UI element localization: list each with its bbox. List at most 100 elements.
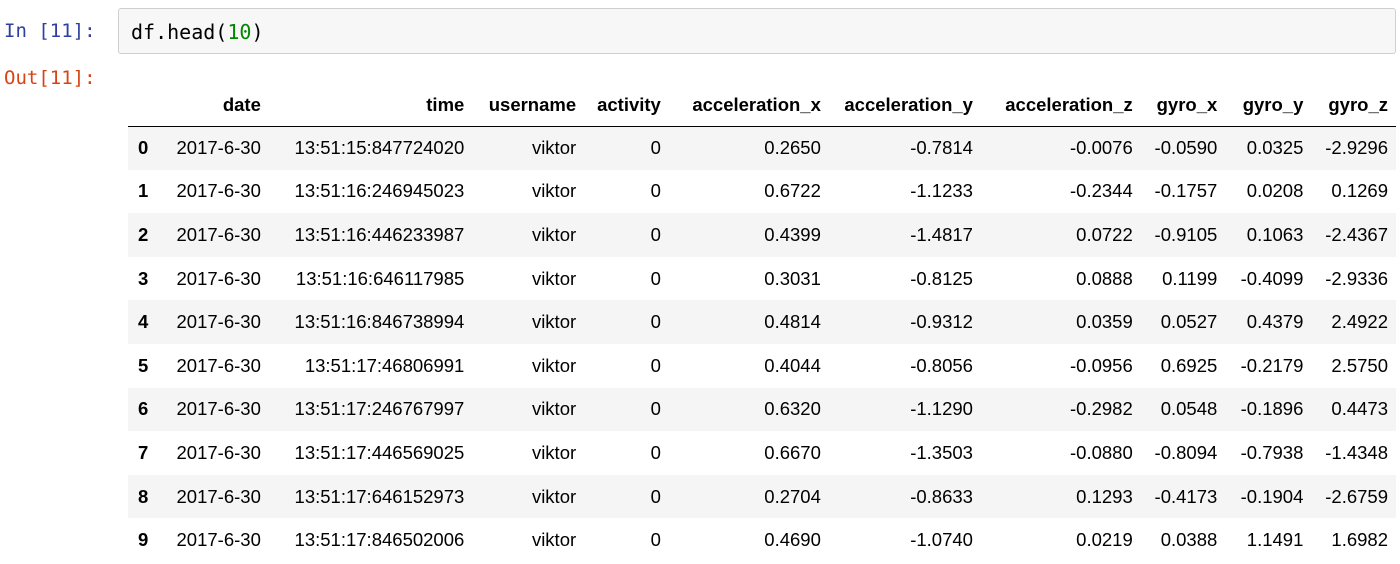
table-cell: 0.1199 [1162,267,1218,289]
dataframe-table: date time username activity acceleration_x ac… [128,84,1396,562]
table-cell: -1.4817 [910,223,973,245]
row-index: 6 [138,398,149,420]
table-cell: 2017-6-30 [176,137,261,159]
row-index: 7 [138,441,149,463]
table-cell: 13:51:16:246945023 [294,180,465,202]
row-index: 8 [138,485,149,507]
table-cell: viktor [531,354,577,376]
table-cell: 13:51:17:646152973 [294,485,465,507]
table-cell: 0.1293 [1076,485,1133,507]
table-cell: 0.0325 [1246,137,1304,159]
table-cell: -0.4173 [1154,485,1218,507]
column-header: gyro_x [1140,84,1226,127]
table-cell: 0.6925 [1160,354,1218,376]
table-row: 1 2017-6-30 13:51:16:246945023 viktor 0 0.672… [128,169,1396,214]
table-cell: 1.1491 [1246,529,1304,551]
table-cell: -1.0740 [910,529,973,551]
table-cell: 2017-6-30 [176,398,261,420]
table-cell: 0.0219 [1076,529,1133,551]
column-header: acceleration_y [828,84,981,127]
table-cell: -0.1904 [1240,485,1304,507]
table-cell: 0.4044 [764,354,821,376]
table-cell: -0.2982 [1070,398,1133,420]
table-cell: 0 [650,398,661,420]
table-cell: viktor [531,311,577,333]
table-cell: -0.9105 [1154,223,1218,245]
row-index: 4 [138,311,149,333]
table-cell: 0 [650,180,661,202]
index-header [128,84,161,127]
table-cell: -2.9296 [1325,137,1388,159]
table-cell: 1.6982 [1331,529,1388,551]
table-cell: -2.4367 [1325,223,1388,245]
table-cell: -0.2344 [1070,180,1133,202]
code-line: df.head(10) [131,20,263,44]
table-cell: 0.0722 [1076,223,1133,245]
table-cell: 0.2704 [764,485,821,507]
table-cell: 13:51:17:246767997 [294,398,465,420]
table-cell: -2.6759 [1325,485,1388,507]
table-cell: 2017-6-30 [176,354,261,376]
table-cell: 0 [650,311,661,333]
code-close-paren: ) [251,20,264,44]
table-cell: viktor [531,180,577,202]
table-cell: 0.0388 [1160,529,1218,551]
table-cell: -0.2179 [1240,354,1304,376]
table-cell: 2017-6-30 [176,223,261,245]
code-editor[interactable]: df.head(10) [118,8,1396,54]
table-cell: -1.1290 [910,398,973,420]
table-cell: viktor [531,223,577,245]
column-header: gyro_y [1225,84,1312,127]
column-header: date [160,84,269,127]
table-cell: viktor [531,137,577,159]
table-row: 7 2017-6-30 13:51:17:446569025 viktor 0 0.667… [128,431,1396,475]
table-header: date time username activity acceleration_x ac… [128,84,1396,127]
table-cell: 0.6320 [764,398,821,420]
table-cell: -1.4348 [1325,441,1388,463]
output-area: date time username activity acceleration_x ac… [128,84,1396,562]
table-cell: 0.4399 [764,223,821,245]
table-cell: 0 [650,137,661,159]
table-row: 9 2017-6-30 13:51:17:846502006 viktor 0 0.469… [128,518,1396,562]
table-cell: -1.1233 [910,180,973,202]
table-cell: 0.0359 [1076,311,1133,333]
table-cell: 13:51:17:446569025 [294,441,465,463]
table-cell: -0.8094 [1154,441,1218,463]
table-cell: 13:51:15:847724020 [294,137,465,159]
table-cell: viktor [531,529,577,551]
in-prompt: In [11]: [4,20,96,42]
table-cell: 0.4379 [1246,311,1304,333]
table-cell: 0.2650 [764,137,821,159]
column-header: acceleration_x [668,84,829,127]
table-cell: 13:51:16:646117985 [295,267,465,289]
table-cell: -0.8633 [910,485,973,507]
table-cell: 2017-6-30 [176,180,261,202]
code-argument: 10 [227,20,252,44]
table-cell: -2.9336 [1325,267,1388,289]
table-cell: 0 [650,354,661,376]
row-index: 2 [138,223,149,245]
table-cell: 0.1063 [1246,223,1304,245]
table-row: 3 2017-6-30 13:51:16:646117985 viktor 0 0.303… [128,256,1396,301]
table-cell: 0.1269 [1331,180,1388,202]
row-index: 5 [138,354,149,376]
row-index: 9 [138,529,149,551]
table-cell: -0.0880 [1070,441,1133,463]
out-prompt: Out[11]: [4,67,96,89]
input-cell: In [11]: df.head(10) [0,0,1400,60]
table-cell: 0.6722 [764,180,821,202]
table-cell: 13:51:17:846502006 [294,529,465,551]
table-cell: 0 [650,441,661,463]
table-cell: 0 [650,223,661,245]
table-row: 2 2017-6-30 13:51:16:446233987 viktor 0 0.439… [128,213,1396,257]
table-cell: -0.1757 [1154,180,1218,202]
table-cell: 0.4690 [764,529,821,551]
table-row: 6 2017-6-30 13:51:17:246767997 viktor 0 0.632… [128,387,1396,432]
code-function: df.head [131,20,216,44]
table-cell: -1.3503 [910,441,973,463]
table-cell: 0.0527 [1160,311,1218,333]
table-cell: 0.0208 [1246,180,1304,202]
table-cell: viktor [531,267,577,289]
table-cell: 2017-6-30 [176,267,261,289]
table-cell: -0.9312 [910,311,973,333]
